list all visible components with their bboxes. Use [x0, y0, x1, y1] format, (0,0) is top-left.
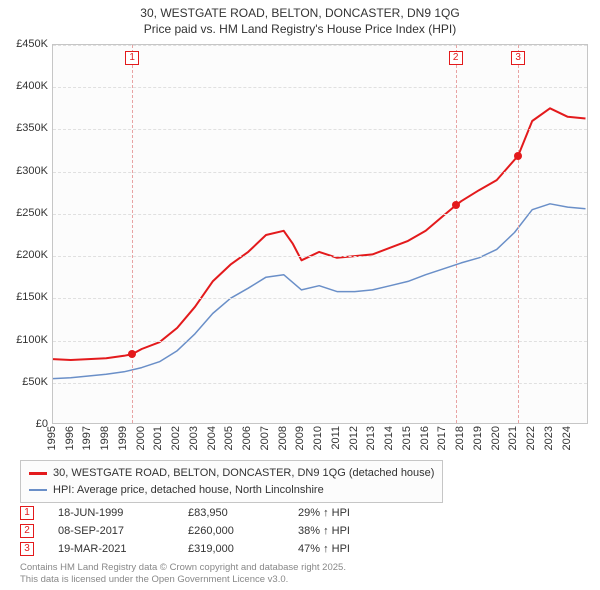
x-tick-label: 1998 [99, 426, 111, 450]
x-tick-label: 2009 [294, 426, 306, 450]
title-line1: 30, WESTGATE ROAD, BELTON, DONCASTER, DN… [0, 6, 600, 22]
x-tick-label: 2011 [330, 426, 342, 450]
x-tick-label: 2001 [152, 426, 164, 450]
x-tick-label: 2019 [472, 426, 484, 450]
y-tick-label: £450K [16, 38, 48, 50]
y-tick-label: £400K [16, 80, 48, 92]
x-tick-label: 2014 [383, 426, 395, 450]
y-tick-label: £300K [16, 165, 48, 177]
x-tick-label: 2015 [401, 426, 413, 450]
x-tick-label: 1996 [64, 426, 76, 450]
price-dot [128, 350, 136, 358]
x-tick-label: 2000 [135, 426, 147, 450]
plot-area: 1 2 3 [52, 44, 588, 424]
x-tick-label: 2005 [223, 426, 235, 450]
attrib-line1: Contains HM Land Registry data © Crown c… [20, 562, 346, 574]
x-tick-label: 2007 [259, 426, 271, 450]
x-tick-label: 1999 [117, 426, 129, 450]
sales-date: 18-JUN-1999 [58, 507, 188, 519]
x-tick-label: 2020 [490, 426, 502, 450]
marker-box: 3 [511, 51, 525, 65]
x-tick-label: 2023 [543, 426, 555, 450]
x-tick-label: 2008 [277, 426, 289, 450]
x-tick-label: 2021 [507, 426, 519, 450]
legend-swatch [29, 489, 47, 491]
sales-marker-num: 2 [20, 524, 34, 538]
x-tick-label: 2024 [561, 426, 573, 450]
attribution: Contains HM Land Registry data © Crown c… [20, 562, 346, 587]
legend-item: 30, WESTGATE ROAD, BELTON, DONCASTER, DN… [29, 465, 434, 482]
sales-table: 1 18-JUN-1999£83,95029% ↑ HPI 2 08-SEP-2017… [20, 504, 418, 558]
price-dot [452, 201, 460, 209]
y-tick-label: £100K [16, 334, 48, 346]
legend-label: HPI: Average price, detached house, Nort… [53, 482, 324, 499]
x-tick-label: 1995 [46, 426, 58, 450]
sales-row: 3 19-MAR-2021£319,00047% ↑ HPI [20, 540, 418, 558]
marker-box: 1 [125, 51, 139, 65]
y-tick-label: £350K [16, 122, 48, 134]
y-tick-label: £50K [22, 376, 48, 388]
sales-date: 19-MAR-2021 [58, 543, 188, 555]
sales-marker-num: 1 [20, 506, 34, 520]
legend-swatch [29, 472, 47, 475]
sales-row: 1 18-JUN-1999£83,95029% ↑ HPI [20, 504, 418, 522]
x-tick-label: 1997 [81, 426, 93, 450]
sales-date: 08-SEP-2017 [58, 525, 188, 537]
x-tick-label: 2017 [436, 426, 448, 450]
y-tick-label: £200K [16, 249, 48, 261]
marker-box: 2 [449, 51, 463, 65]
chart-container: 30, WESTGATE ROAD, BELTON, DONCASTER, DN… [0, 0, 600, 590]
title-line2: Price paid vs. HM Land Registry's House … [0, 22, 600, 38]
price-dot [514, 152, 522, 160]
sales-pct: 38% ↑ HPI [298, 525, 418, 537]
sales-pct: 29% ↑ HPI [298, 507, 418, 519]
x-tick-label: 2016 [419, 426, 431, 450]
legend-label: 30, WESTGATE ROAD, BELTON, DONCASTER, DN… [53, 465, 434, 482]
title-block: 30, WESTGATE ROAD, BELTON, DONCASTER, DN… [0, 0, 600, 37]
x-tick-label: 2003 [188, 426, 200, 450]
sales-marker-num: 3 [20, 542, 34, 556]
attrib-line2: This data is licensed under the Open Gov… [20, 574, 346, 586]
legend: 30, WESTGATE ROAD, BELTON, DONCASTER, DN… [20, 460, 443, 503]
sales-row: 2 08-SEP-2017£260,00038% ↑ HPI [20, 522, 418, 540]
x-tick-label: 2010 [312, 426, 324, 450]
y-tick-label: £250K [16, 207, 48, 219]
x-tick-label: 2013 [365, 426, 377, 450]
sales-pct: 47% ↑ HPI [298, 543, 418, 555]
x-tick-label: 2004 [206, 426, 218, 450]
x-tick-label: 2022 [525, 426, 537, 450]
sales-price: £260,000 [188, 525, 298, 537]
y-tick-label: £150K [16, 291, 48, 303]
x-tick-label: 2006 [241, 426, 253, 450]
x-tick-label: 2012 [348, 426, 360, 450]
legend-item: HPI: Average price, detached house, Nort… [29, 482, 434, 499]
x-tick-label: 2002 [170, 426, 182, 450]
x-tick-label: 2018 [454, 426, 466, 450]
sales-price: £319,000 [188, 543, 298, 555]
sales-price: £83,950 [188, 507, 298, 519]
